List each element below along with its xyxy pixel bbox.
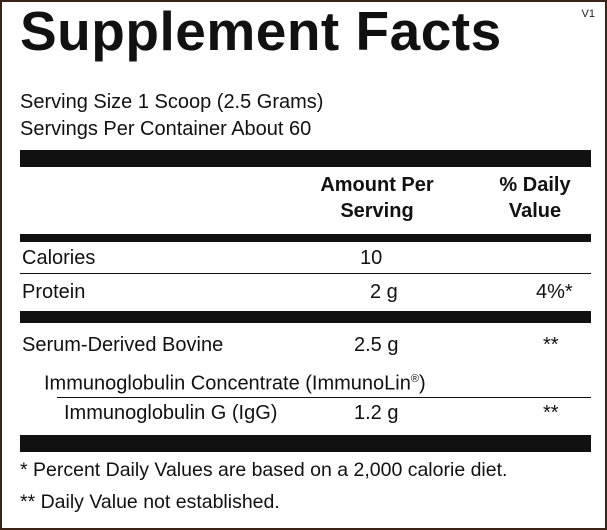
dv-header-line1: % Daily <box>499 174 571 196</box>
version-label: V1 <box>581 8 595 20</box>
thick-divider-bottom <box>20 435 591 452</box>
ingredient-dv-bovine: ** <box>543 334 559 356</box>
footnote-not-established: ** Daily Value not established. <box>20 491 280 513</box>
bovine-continued-end: ) <box>418 372 426 395</box>
dv-header-line2: Value <box>508 200 562 222</box>
ingredient-name-bovine-continued: Immunoglobulin Concentrate (ImmunoLin®) <box>44 366 426 397</box>
nutrient-dv-protein: 4%* <box>536 281 573 303</box>
panel-title: Supplement Facts <box>20 0 502 62</box>
ingredient-dv-igg: ** <box>543 402 559 424</box>
nutrient-name-calories: Calories <box>22 247 96 269</box>
row-divider <box>20 273 591 274</box>
registered-mark: ® <box>410 373 419 385</box>
servings-per-container: Servings Per Container About 60 <box>20 118 312 140</box>
nutrient-amount-protein: 2 g <box>370 281 398 303</box>
amount-header: Amount Per Serving <box>292 172 462 224</box>
daily-value-header: % Daily Value <box>480 172 590 224</box>
nutrient-name-protein: Protein <box>22 281 86 303</box>
thick-divider-top <box>20 150 591 167</box>
ingredient-amount-igg: 1.2 g <box>354 402 399 424</box>
ingredient-name-bovine: Serum-Derived Bovine <box>22 334 224 356</box>
serving-size: Serving Size 1 Scoop (2.5 Grams) <box>20 91 324 113</box>
footnote-percent-daily: * Percent Daily Values are based on a 2,… <box>20 459 508 481</box>
bovine-continued-text: Immunoglobulin Concentrate (ImmunoLin <box>44 372 411 395</box>
nutrient-amount-calories: 10 <box>360 247 383 269</box>
thick-divider-middle <box>20 311 591 323</box>
ingredient-name-igg: Immunoglobulin G (IgG) <box>64 402 278 424</box>
amount-header-line1: Amount Per <box>320 174 434 196</box>
amount-header-line2: Serving <box>340 200 414 222</box>
ingredient-amount-bovine: 2.5 g <box>354 334 399 356</box>
medium-divider <box>20 234 591 242</box>
row-divider-indented <box>57 397 591 398</box>
